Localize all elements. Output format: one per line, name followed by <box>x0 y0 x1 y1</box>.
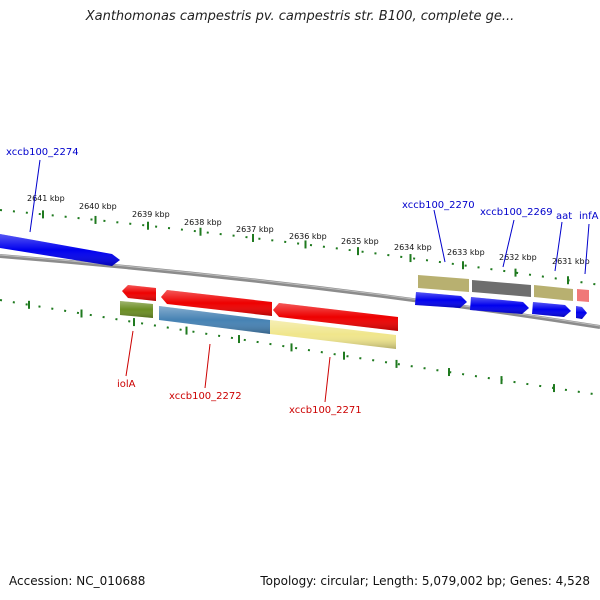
accession-label: Accession: NC_010688 <box>9 574 146 588</box>
gene-iolA[interactable] <box>120 285 156 318</box>
kbp-label: 2641 kbp <box>27 194 65 203</box>
gene-label-xccb100-2270[interactable]: xccb100_2270 <box>402 200 475 211</box>
gene-infA-bar[interactable] <box>577 289 589 302</box>
reverse-label-leaders <box>125 330 331 403</box>
leader-iolA <box>125 330 134 377</box>
gene-aat-bar[interactable] <box>534 285 573 301</box>
leader-infA <box>584 223 590 275</box>
gene-infA-cds-shading <box>576 306 587 319</box>
major-ticks <box>28 210 569 393</box>
kbp-label: 2631 kbp <box>552 257 590 266</box>
gene-xccb100-2270[interactable] <box>415 275 469 308</box>
gene-xccb100-2274[interactable] <box>0 234 120 266</box>
kbp-labels: 2641 kbp 2640 kbp 2639 kbp 2638 kbp 2637… <box>27 194 590 266</box>
gene-label-aat[interactable]: aat <box>556 211 572 222</box>
gene-infA[interactable] <box>576 289 589 319</box>
gene-label-xccb100-2271[interactable]: xccb100_2271 <box>289 405 362 416</box>
gene-2272-bar-shading <box>159 306 270 334</box>
gene-label-xccb100-2272[interactable]: xccb100_2272 <box>169 391 242 402</box>
leader-aat <box>554 221 563 272</box>
gene-2271-bar-shading <box>270 320 396 349</box>
kbp-label: 2639 kbp <box>132 210 170 219</box>
gene-2269-bar[interactable] <box>472 280 531 297</box>
kbp-label: 2634 kbp <box>394 243 432 252</box>
kbp-label: 2633 kbp <box>447 248 485 257</box>
gene-2271-cds-shading <box>273 303 398 331</box>
gene-2274-cds-shading <box>0 234 120 266</box>
leader-xccb100-2271 <box>324 356 331 403</box>
gene-xccb100-2271[interactable] <box>270 303 398 349</box>
gene-aat-cds-shading <box>532 302 571 317</box>
genome-summary-label: Topology: circular; Length: 5,079,002 bp… <box>260 574 590 588</box>
leader-xccb100-2274 <box>29 159 41 233</box>
gene-label-xccb100-2274[interactable]: xccb100_2274 <box>6 147 79 158</box>
gene-aat[interactable] <box>532 285 573 317</box>
gene-labels: xccb100_2274 xccb100_2270 xccb100_2269 a… <box>6 147 599 416</box>
gene-2272-cds-shading <box>161 290 272 316</box>
gene-iolA-bar-shading <box>120 301 153 318</box>
kbp-label: 2636 kbp <box>289 232 327 241</box>
kbp-label: 2640 kbp <box>79 202 117 211</box>
genome-backbone <box>0 254 600 329</box>
gene-xccb100-2272[interactable] <box>159 290 272 334</box>
feature-track <box>0 234 589 349</box>
outer-tick-ruler <box>0 209 600 286</box>
gene-2270-bar[interactable] <box>418 275 469 292</box>
kbp-label: 2632 kbp <box>499 253 537 262</box>
gene-xccb100-2269[interactable] <box>470 280 531 314</box>
kbp-label: 2638 kbp <box>184 218 222 227</box>
kbp-label: 2635 kbp <box>341 237 379 246</box>
leader-xccb100-2272 <box>204 343 211 389</box>
gene-label-iolA[interactable]: iolA <box>117 379 136 390</box>
gene-2269-cds-shading <box>470 297 529 314</box>
gene-label-xccb100-2269[interactable]: xccb100_2269 <box>480 207 553 218</box>
map-title: Xanthomonas campestris pv. campestris st… <box>85 9 515 24</box>
forward-label-leaders <box>29 159 590 275</box>
leader-xccb100-2270 <box>433 209 446 263</box>
leader-xccb100-2269 <box>502 219 515 268</box>
gene-label-infA[interactable]: infA <box>579 211 599 222</box>
gene-iolA-cds-shading <box>122 285 156 301</box>
gene-2270-cds-shading <box>415 292 467 308</box>
kbp-label: 2637 kbp <box>236 225 274 234</box>
